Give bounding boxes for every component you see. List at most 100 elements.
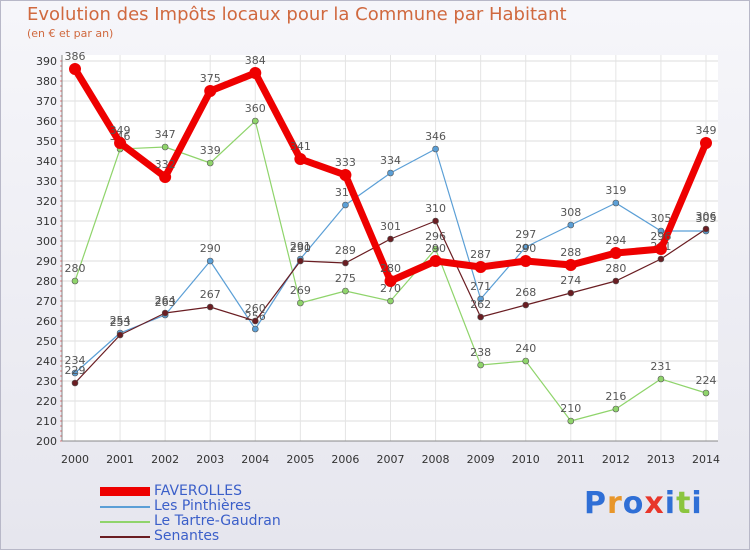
data-point bbox=[297, 299, 304, 307]
data-point bbox=[387, 169, 394, 177]
data-point bbox=[429, 255, 442, 267]
data-point bbox=[206, 303, 214, 311]
data-label: 288 bbox=[560, 246, 581, 259]
y-tick-label: 220 bbox=[36, 395, 57, 408]
data-label: 274 bbox=[560, 274, 581, 287]
data-point bbox=[612, 405, 620, 413]
data-point bbox=[161, 309, 169, 317]
y-tick-label: 340 bbox=[36, 155, 57, 168]
data-point bbox=[251, 317, 259, 325]
legend-label: Les Pinthières bbox=[154, 498, 252, 514]
legend-swatch bbox=[100, 487, 150, 496]
data-label: 231 bbox=[650, 360, 671, 373]
data-point bbox=[609, 247, 622, 259]
data-point bbox=[342, 201, 349, 209]
data-label: 310 bbox=[425, 202, 446, 215]
data-point bbox=[206, 159, 214, 167]
y-tick-label: 300 bbox=[36, 235, 57, 248]
logo-letter: i bbox=[691, 486, 703, 521]
data-point bbox=[519, 255, 532, 267]
x-tick-label: 2011 bbox=[557, 453, 585, 466]
data-label: 306 bbox=[696, 210, 717, 223]
x-tick-label: 2005 bbox=[286, 453, 314, 466]
data-point bbox=[474, 261, 487, 273]
x-tick-label: 2001 bbox=[106, 453, 134, 466]
data-point bbox=[700, 137, 712, 149]
logo-letter: o bbox=[622, 486, 645, 521]
data-label: 294 bbox=[605, 234, 626, 247]
data-label: 224 bbox=[696, 374, 717, 387]
data-label: 297 bbox=[515, 228, 536, 241]
data-label: 384 bbox=[245, 54, 266, 67]
data-label: 349 bbox=[696, 124, 717, 137]
legend: FAVEROLLES Les Pinthières Le Tartre-Gaud… bbox=[100, 484, 281, 544]
logo-letter: r bbox=[607, 486, 623, 521]
x-tick-label: 2010 bbox=[512, 453, 540, 466]
data-point bbox=[297, 257, 304, 265]
data-point bbox=[477, 361, 484, 369]
data-point bbox=[522, 357, 530, 365]
data-label: 319 bbox=[605, 184, 626, 197]
data-point bbox=[612, 277, 620, 285]
data-point bbox=[567, 417, 575, 425]
y-tick-label: 260 bbox=[36, 315, 57, 328]
x-tick-label: 2013 bbox=[647, 453, 675, 466]
legend-swatch bbox=[100, 520, 150, 523]
data-label: 280 bbox=[380, 262, 401, 275]
chart-title: Evolution des Impôts locaux pour la Comm… bbox=[27, 4, 567, 25]
data-label: 308 bbox=[560, 206, 581, 219]
data-point bbox=[384, 275, 397, 287]
data-point bbox=[657, 255, 665, 263]
data-label: 216 bbox=[605, 390, 626, 403]
y-tick-label: 210 bbox=[36, 415, 57, 428]
data-point bbox=[612, 199, 620, 207]
data-point bbox=[206, 257, 214, 265]
legend-item-le-tartre-gaudran: Le Tartre-Gaudran bbox=[100, 514, 281, 529]
legend-item-senantes: Senantes bbox=[100, 529, 281, 544]
data-label: 254 bbox=[110, 314, 131, 327]
legend-item-faverolles: FAVEROLLES bbox=[100, 484, 281, 499]
data-label: 263 bbox=[155, 296, 176, 309]
data-point bbox=[114, 137, 127, 149]
data-label: 360 bbox=[245, 102, 266, 115]
data-point bbox=[251, 325, 259, 333]
data-label: 253 bbox=[110, 316, 131, 329]
y-tick-label: 380 bbox=[36, 75, 57, 88]
logo-letter: t bbox=[676, 486, 692, 521]
data-point bbox=[71, 277, 79, 285]
data-label: 290 bbox=[290, 242, 311, 255]
y-tick-label: 360 bbox=[36, 115, 57, 128]
data-label: 269 bbox=[290, 284, 311, 297]
data-label: 341 bbox=[290, 140, 311, 153]
data-point bbox=[522, 301, 530, 309]
data-point bbox=[564, 259, 577, 271]
data-point bbox=[657, 227, 665, 235]
x-tick-label: 2003 bbox=[196, 453, 224, 466]
data-point bbox=[294, 153, 307, 165]
data-point bbox=[387, 297, 394, 305]
data-point bbox=[159, 171, 172, 183]
y-tick-label: 310 bbox=[36, 215, 57, 228]
legend-swatch bbox=[100, 535, 150, 538]
x-tick-label: 2009 bbox=[467, 453, 495, 466]
data-label: 290 bbox=[515, 242, 536, 255]
data-label: 280 bbox=[605, 262, 626, 275]
data-point bbox=[71, 379, 79, 387]
data-point bbox=[342, 259, 349, 267]
data-label: 280 bbox=[65, 262, 86, 275]
y-tick-label: 250 bbox=[36, 335, 57, 348]
data-label: 333 bbox=[335, 156, 356, 169]
data-label: 275 bbox=[335, 272, 356, 285]
data-label: 238 bbox=[470, 346, 491, 359]
data-label: 301 bbox=[380, 220, 401, 233]
data-point bbox=[567, 289, 575, 297]
data-label: 240 bbox=[515, 342, 536, 355]
y-tick-label: 370 bbox=[36, 95, 57, 108]
chart-subtitle: (en € et par an) bbox=[27, 27, 114, 40]
data-point bbox=[702, 389, 710, 397]
data-label: 267 bbox=[200, 288, 221, 301]
data-point bbox=[204, 85, 217, 97]
data-point bbox=[567, 221, 575, 229]
data-label: 305 bbox=[650, 212, 671, 225]
